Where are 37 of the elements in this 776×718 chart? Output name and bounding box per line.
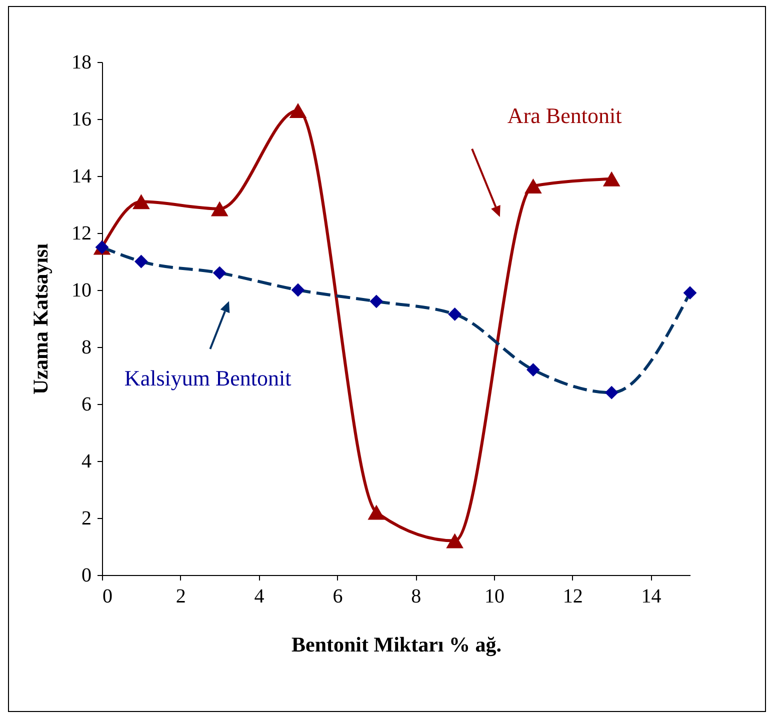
x-tick-label: 4 bbox=[254, 586, 264, 608]
y-tick-label: 16 bbox=[72, 108, 92, 130]
y-tick-label: 8 bbox=[82, 336, 92, 358]
y-tick-label: 12 bbox=[72, 222, 92, 244]
y-tick-label: 18 bbox=[72, 52, 92, 74]
point bbox=[370, 294, 384, 308]
point bbox=[132, 194, 150, 210]
y-tick-label: 0 bbox=[82, 564, 92, 586]
point bbox=[212, 266, 226, 280]
y-axis-title: Uzama Katsayısı bbox=[28, 243, 52, 395]
point bbox=[448, 308, 462, 321]
point bbox=[524, 178, 542, 194]
point bbox=[446, 533, 464, 548]
x-tick-label: 12 bbox=[562, 586, 583, 608]
point bbox=[291, 283, 305, 297]
point bbox=[526, 363, 540, 377]
x-tick-label: 14 bbox=[641, 586, 662, 608]
y-tick-label: 10 bbox=[72, 280, 92, 302]
x-tick-label: 2 bbox=[176, 586, 186, 608]
point bbox=[604, 386, 618, 400]
text: Ara Bentonit bbox=[507, 103, 622, 128]
x-tick-label: 0 bbox=[102, 586, 112, 608]
x-tick-label: 10 bbox=[484, 586, 504, 608]
point bbox=[368, 504, 386, 520]
point bbox=[602, 171, 620, 186]
point bbox=[210, 201, 228, 216]
y-tick-label: 4 bbox=[82, 450, 92, 472]
y-tick-label: 6 bbox=[82, 394, 92, 416]
point bbox=[683, 286, 697, 300]
point bbox=[134, 254, 148, 268]
x-tick-label: 8 bbox=[411, 586, 422, 608]
point bbox=[289, 102, 307, 118]
legend-label: Kalsiyum Bentonit bbox=[124, 365, 292, 390]
y-tick-label: 2 bbox=[82, 508, 92, 530]
x-axis-title: Bentonit Miktarı % ağ. bbox=[292, 632, 502, 656]
x-tick-label: 6 bbox=[332, 586, 343, 608]
y-tick-label: 14 bbox=[72, 166, 92, 188]
